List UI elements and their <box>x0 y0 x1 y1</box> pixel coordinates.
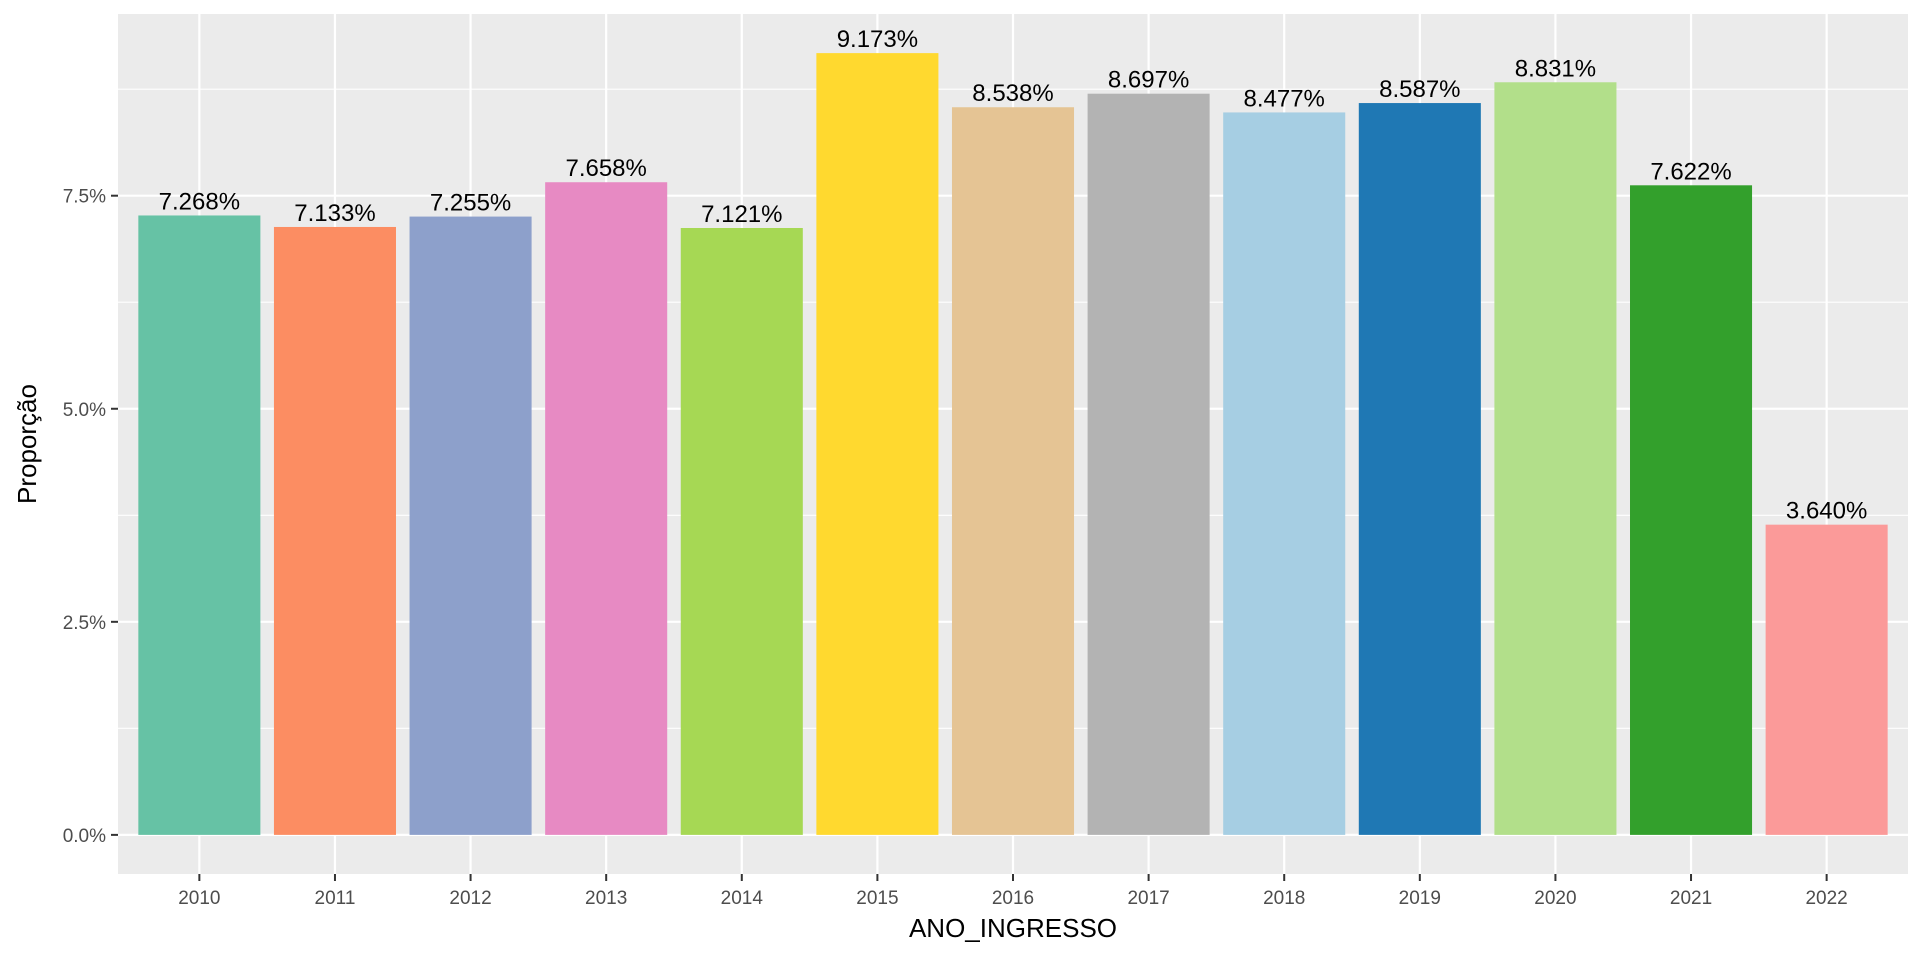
bar-2017 <box>1087 93 1210 835</box>
y-axis: 0.0% 2.5% 5.0% 7.5% <box>63 187 118 847</box>
y-tick-label: 2.5% <box>63 613 106 634</box>
x-tick-label: 2010 <box>178 888 220 909</box>
value-label-2017: 8.697% <box>1108 67 1189 94</box>
x-tick-label: 2020 <box>1534 888 1576 909</box>
value-label-2020: 8.831% <box>1515 55 1596 82</box>
x-tick-label: 2011 <box>315 888 356 909</box>
bar-2013 <box>545 182 668 835</box>
x-tick-label: 2013 <box>585 888 627 909</box>
bar-2015 <box>816 53 939 835</box>
x-tick-label: 2012 <box>449 888 491 909</box>
value-label-2016: 8.538% <box>972 80 1053 107</box>
bar-2022 <box>1765 524 1888 835</box>
value-label-2018: 8.477% <box>1244 85 1325 112</box>
value-label-2022: 3.640% <box>1786 498 1867 525</box>
value-label-2019: 8.587% <box>1379 76 1460 103</box>
bar-2011 <box>273 226 396 835</box>
bar-2012 <box>409 216 532 835</box>
x-tick-label: 2021 <box>1670 888 1712 909</box>
bar-2019 <box>1358 103 1481 835</box>
x-axis: 2010 2011 2012 2013 2014 2015 2016 2017 2018 2019… <box>178 874 1848 909</box>
value-label-2014: 7.121% <box>701 201 782 228</box>
bar-2021 <box>1630 185 1753 835</box>
x-tick-label: 2018 <box>1263 888 1305 909</box>
value-label-2021: 7.622% <box>1650 158 1731 185</box>
y-axis-title: Proporção <box>12 384 42 504</box>
x-tick-label: 2016 <box>992 888 1034 909</box>
bar-2014 <box>680 227 803 835</box>
value-label-2013: 7.658% <box>565 155 646 182</box>
bar-2018 <box>1223 112 1346 835</box>
x-tick-label: 2015 <box>856 888 898 909</box>
y-tick-label: 0.0% <box>63 826 106 847</box>
value-label-2012: 7.255% <box>430 190 511 217</box>
bar-2016 <box>951 107 1075 835</box>
y-tick-label: 5.0% <box>63 400 106 421</box>
value-label-2015: 9.173% <box>837 26 918 53</box>
value-labels: 7.268% 7.133% 7.255% 7.658% 7.121% 9.173% 8.53… <box>159 26 1868 525</box>
x-tick-label: 2014 <box>721 888 764 909</box>
bars <box>138 53 1888 835</box>
x-tick-label: 2017 <box>1127 888 1169 909</box>
value-label-2010: 7.268% <box>159 188 240 215</box>
bar-2020 <box>1494 82 1617 835</box>
x-axis-title: ANO_INGRESSO <box>909 913 1117 943</box>
y-tick-label: 7.5% <box>63 187 106 208</box>
value-label-2011: 7.133% <box>294 200 375 227</box>
x-tick-label: 2022 <box>1805 888 1847 909</box>
x-tick-label: 2019 <box>1399 888 1441 909</box>
bar-2010 <box>138 215 261 835</box>
